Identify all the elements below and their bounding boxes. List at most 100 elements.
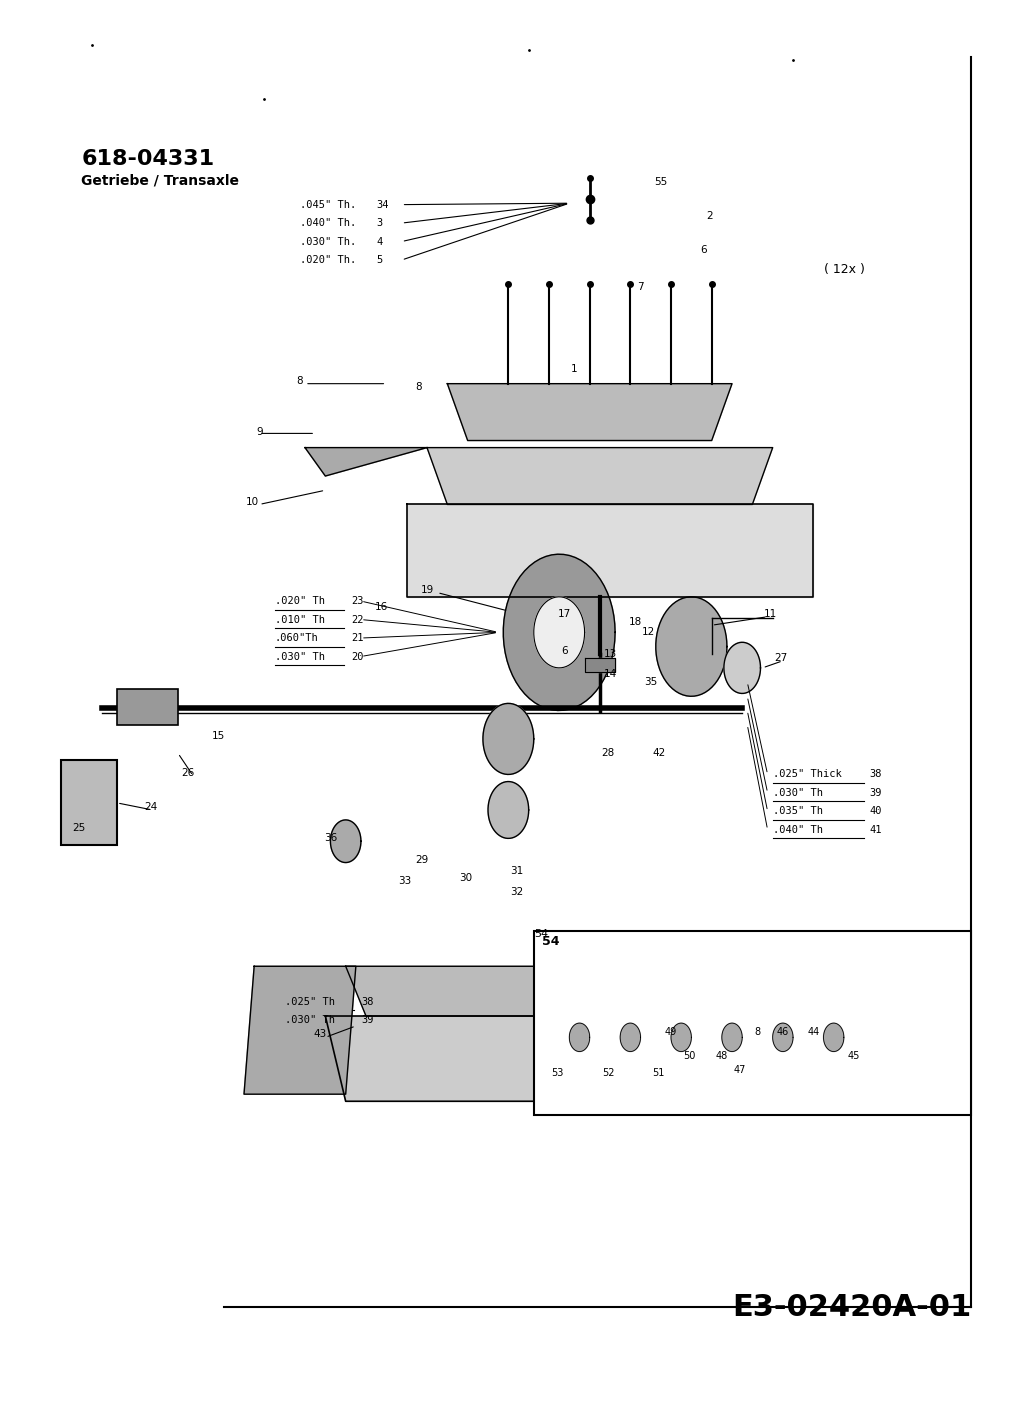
- Polygon shape: [504, 554, 615, 710]
- Polygon shape: [325, 1016, 834, 1101]
- Text: 40: 40: [869, 806, 881, 817]
- Text: 38: 38: [361, 996, 374, 1007]
- Text: 43: 43: [314, 1029, 327, 1040]
- Text: 54: 54: [542, 935, 559, 948]
- Text: 1: 1: [571, 364, 578, 375]
- Text: 23: 23: [351, 595, 363, 607]
- Polygon shape: [427, 448, 773, 504]
- Text: 47: 47: [734, 1064, 746, 1076]
- Text: .020" Th.: .020" Th.: [300, 254, 356, 266]
- Text: .025" Thick: .025" Thick: [773, 769, 841, 780]
- Text: .030" Th: .030" Th: [773, 787, 823, 799]
- Bar: [534, 931, 971, 1115]
- Text: 32: 32: [510, 887, 523, 898]
- Polygon shape: [570, 1023, 589, 1052]
- Text: 39: 39: [361, 1015, 374, 1026]
- Text: 30: 30: [459, 872, 473, 884]
- Text: .040" Th.: .040" Th.: [300, 217, 356, 229]
- Text: 42: 42: [652, 747, 666, 759]
- Polygon shape: [824, 1023, 844, 1052]
- Text: 2: 2: [706, 210, 713, 222]
- Text: 51: 51: [652, 1067, 665, 1079]
- Text: 10: 10: [246, 496, 259, 507]
- Text: .035" Th: .035" Th: [773, 806, 823, 817]
- Text: 618-04331: 618-04331: [82, 149, 215, 169]
- Text: 22: 22: [351, 614, 363, 625]
- Polygon shape: [488, 782, 528, 838]
- Text: 3: 3: [377, 217, 383, 229]
- Text: ( 12x ): ( 12x ): [824, 263, 865, 277]
- Polygon shape: [773, 1023, 793, 1052]
- Text: 20: 20: [351, 651, 363, 662]
- Polygon shape: [620, 1023, 641, 1052]
- Polygon shape: [447, 384, 732, 441]
- Text: 35: 35: [644, 676, 657, 688]
- Polygon shape: [721, 1023, 742, 1052]
- Text: 15: 15: [212, 730, 225, 742]
- Text: 8: 8: [754, 1026, 761, 1037]
- Text: 13: 13: [604, 648, 617, 659]
- Text: 7: 7: [637, 281, 644, 293]
- Text: 46: 46: [777, 1026, 789, 1037]
- Polygon shape: [407, 504, 813, 597]
- Text: 25: 25: [72, 823, 86, 834]
- Polygon shape: [330, 820, 361, 863]
- Polygon shape: [584, 658, 615, 672]
- Text: .030" Th.: .030" Th.: [300, 236, 356, 247]
- Text: 27: 27: [774, 652, 787, 664]
- Text: 18: 18: [628, 617, 642, 628]
- Polygon shape: [723, 642, 761, 693]
- Text: .030" Th: .030" Th: [275, 651, 324, 662]
- Polygon shape: [671, 1023, 691, 1052]
- Text: 21: 21: [351, 632, 363, 644]
- Text: .030" Th: .030" Th: [285, 1015, 334, 1026]
- Bar: [61, 760, 117, 845]
- Text: 44: 44: [807, 1026, 819, 1037]
- Text: 11: 11: [764, 608, 777, 620]
- Text: 49: 49: [665, 1026, 677, 1037]
- Bar: [117, 689, 178, 725]
- Text: 8: 8: [296, 375, 303, 387]
- Text: 19: 19: [420, 584, 433, 595]
- Text: 6: 6: [561, 645, 568, 657]
- Text: 33: 33: [398, 875, 412, 887]
- Text: .010" Th: .010" Th: [275, 614, 324, 625]
- Text: .045" Th.: .045" Th.: [300, 199, 356, 210]
- Text: E3-02420A-01: E3-02420A-01: [732, 1293, 971, 1322]
- Text: 8: 8: [416, 381, 422, 392]
- Text: 31: 31: [510, 865, 523, 877]
- Text: 45: 45: [848, 1050, 861, 1061]
- Text: 53: 53: [551, 1067, 563, 1079]
- Text: 39: 39: [869, 787, 881, 799]
- Text: .020" Th: .020" Th: [275, 595, 324, 607]
- Text: 55: 55: [654, 176, 668, 188]
- Text: 38: 38: [869, 769, 881, 780]
- Text: 14: 14: [604, 668, 617, 679]
- Text: 50: 50: [683, 1050, 696, 1061]
- Text: 24: 24: [143, 801, 157, 813]
- Text: 16: 16: [375, 601, 388, 612]
- Text: .040" Th: .040" Th: [773, 824, 823, 836]
- Text: 9: 9: [256, 426, 262, 438]
- Polygon shape: [346, 966, 813, 1016]
- Text: 52: 52: [602, 1067, 614, 1079]
- Text: 54: 54: [534, 928, 548, 939]
- Text: 12: 12: [642, 627, 655, 638]
- Polygon shape: [244, 966, 356, 1094]
- Text: 26: 26: [182, 767, 195, 779]
- Text: 4: 4: [377, 236, 383, 247]
- Text: 29: 29: [415, 854, 428, 865]
- Text: 34: 34: [377, 199, 389, 210]
- Text: Getriebe / Transaxle: Getriebe / Transaxle: [82, 173, 239, 188]
- Text: .025" Th: .025" Th: [285, 996, 334, 1007]
- Text: 28: 28: [602, 747, 615, 759]
- Text: 41: 41: [869, 824, 881, 836]
- Polygon shape: [483, 703, 534, 774]
- Text: 36: 36: [324, 833, 337, 844]
- Polygon shape: [655, 597, 727, 696]
- Polygon shape: [534, 597, 584, 668]
- Text: 6: 6: [701, 244, 707, 256]
- Text: 48: 48: [716, 1050, 728, 1061]
- Text: .060"Th: .060"Th: [275, 632, 318, 644]
- Text: 17: 17: [557, 608, 571, 620]
